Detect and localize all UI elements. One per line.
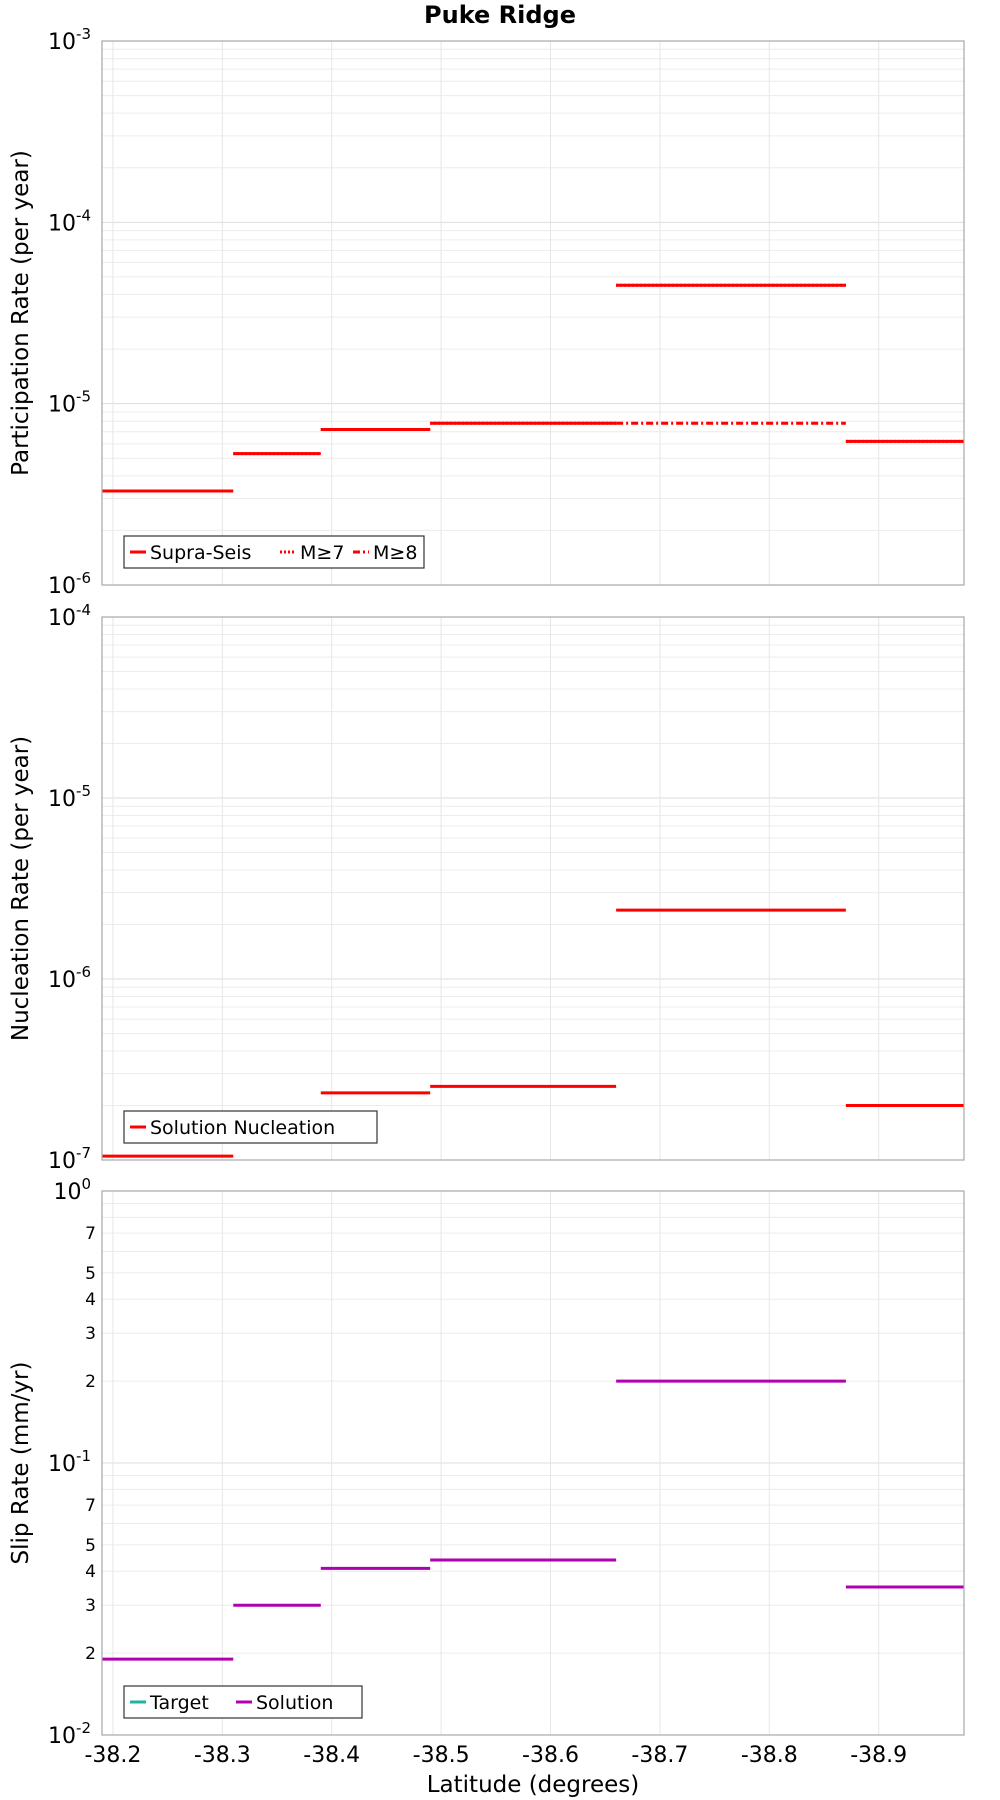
y-tick-exponent: -4 bbox=[76, 601, 91, 619]
y-tick-base: 10 bbox=[48, 574, 76, 599]
y-minor-tick-label: 2 bbox=[85, 1644, 96, 1664]
y-minor-tick-label: 3 bbox=[85, 1324, 96, 1344]
y-tick-base: 10 bbox=[48, 787, 76, 812]
x-tick-label: -38.5 bbox=[413, 1743, 470, 1768]
y-tick-exponent: -4 bbox=[76, 206, 91, 224]
plot-frame bbox=[101, 1190, 965, 1736]
y-tick-base: 10 bbox=[48, 1452, 76, 1477]
y-tick-base: 10 bbox=[48, 30, 76, 55]
y-tick-exponent: -7 bbox=[76, 1144, 91, 1162]
y-tick-exponent: 0 bbox=[81, 1175, 91, 1193]
plot-area bbox=[102, 41, 964, 585]
legend: Solution Nucleation bbox=[123, 1110, 378, 1144]
x-tick-label: -38.9 bbox=[850, 1743, 907, 1768]
y-tick-base: 10 bbox=[48, 1724, 76, 1749]
x-tick-label: -38.8 bbox=[741, 1743, 798, 1768]
legend-label: Solution bbox=[256, 1692, 333, 1714]
x-tick-label: -38.6 bbox=[522, 1743, 579, 1768]
legend-box bbox=[123, 1685, 363, 1719]
y-minor-tick-label: 5 bbox=[85, 1536, 96, 1556]
y-tick-exponent: -5 bbox=[76, 782, 91, 800]
y-tick-label: 10-3 bbox=[48, 25, 91, 55]
y-tick-base: 10 bbox=[48, 1149, 76, 1174]
y-tick-label: 10-6 bbox=[48, 569, 91, 599]
series-solution bbox=[102, 1379, 964, 1661]
y-tick-label: 10-5 bbox=[48, 388, 91, 418]
legend-box bbox=[123, 1110, 378, 1144]
y-minor-tick-label: 4 bbox=[85, 1562, 96, 1582]
y-tick-label: 10-1 bbox=[48, 1447, 91, 1477]
y-tick-exponent: -3 bbox=[76, 25, 91, 43]
x-tick-label: -38.7 bbox=[631, 1743, 688, 1768]
y-tick-label: 10-5 bbox=[48, 782, 91, 812]
legend: Target Solution bbox=[123, 1685, 363, 1719]
y-tick-label: 10-6 bbox=[48, 963, 91, 993]
y-tick-exponent: -5 bbox=[76, 388, 91, 406]
y-tick-label: 100 bbox=[53, 1175, 91, 1205]
y-tick-label: 10-2 bbox=[48, 1719, 91, 1749]
x-tick-label: -38.4 bbox=[303, 1743, 360, 1768]
x-axis-label: Latitude (degrees) bbox=[427, 1772, 640, 1798]
y-axis-label: Participation Rate (per year) bbox=[8, 150, 34, 476]
legend: Supra-Seis M≥7 M≥8 bbox=[123, 535, 425, 569]
legend-label: M≥7 bbox=[300, 542, 344, 564]
y-minor-tick-label: 3 bbox=[85, 1596, 96, 1616]
y-tick-exponent: -6 bbox=[76, 569, 91, 587]
y-axis-label: Nucleation Rate (per year) bbox=[8, 736, 34, 1041]
plot-frame bbox=[101, 40, 965, 586]
legend-label: M≥8 bbox=[373, 542, 417, 564]
y-tick-exponent: -1 bbox=[76, 1447, 91, 1465]
y-minor-tick-label: 2 bbox=[85, 1372, 96, 1392]
y-tick-label: 10-4 bbox=[48, 601, 91, 631]
y-tick-base: 10 bbox=[48, 393, 76, 418]
x-tick-label: -38.2 bbox=[84, 1743, 141, 1768]
y-minor-tick-label: 4 bbox=[85, 1290, 96, 1310]
plot-area bbox=[102, 617, 964, 1160]
y-tick-label: 10-4 bbox=[48, 206, 91, 236]
plot-frame bbox=[101, 616, 965, 1161]
y-minor-tick-label: 7 bbox=[85, 1224, 96, 1244]
y-axis-label: Slip Rate (mm/yr) bbox=[8, 1362, 34, 1565]
legend-box bbox=[123, 535, 425, 569]
legend-label: Target bbox=[149, 1692, 209, 1714]
y-minor-tick-label: 5 bbox=[85, 1264, 96, 1284]
y-tick-base: 10 bbox=[53, 1180, 81, 1205]
legend-label: Solution Nucleation bbox=[150, 1117, 335, 1139]
x-tick-label: -38.3 bbox=[194, 1743, 251, 1768]
y-tick-base: 10 bbox=[48, 606, 76, 631]
y-minor-tick-label: 7 bbox=[85, 1496, 96, 1516]
series-m-7 bbox=[233, 283, 964, 456]
legend-label: Supra-Seis bbox=[150, 542, 251, 564]
chart-title: Puke Ridge bbox=[424, 1, 576, 29]
y-tick-base: 10 bbox=[48, 211, 76, 236]
y-tick-exponent: -6 bbox=[76, 963, 91, 981]
y-tick-label: 10-7 bbox=[48, 1144, 91, 1174]
y-tick-base: 10 bbox=[48, 968, 76, 993]
y-tick-exponent: -2 bbox=[76, 1719, 91, 1737]
